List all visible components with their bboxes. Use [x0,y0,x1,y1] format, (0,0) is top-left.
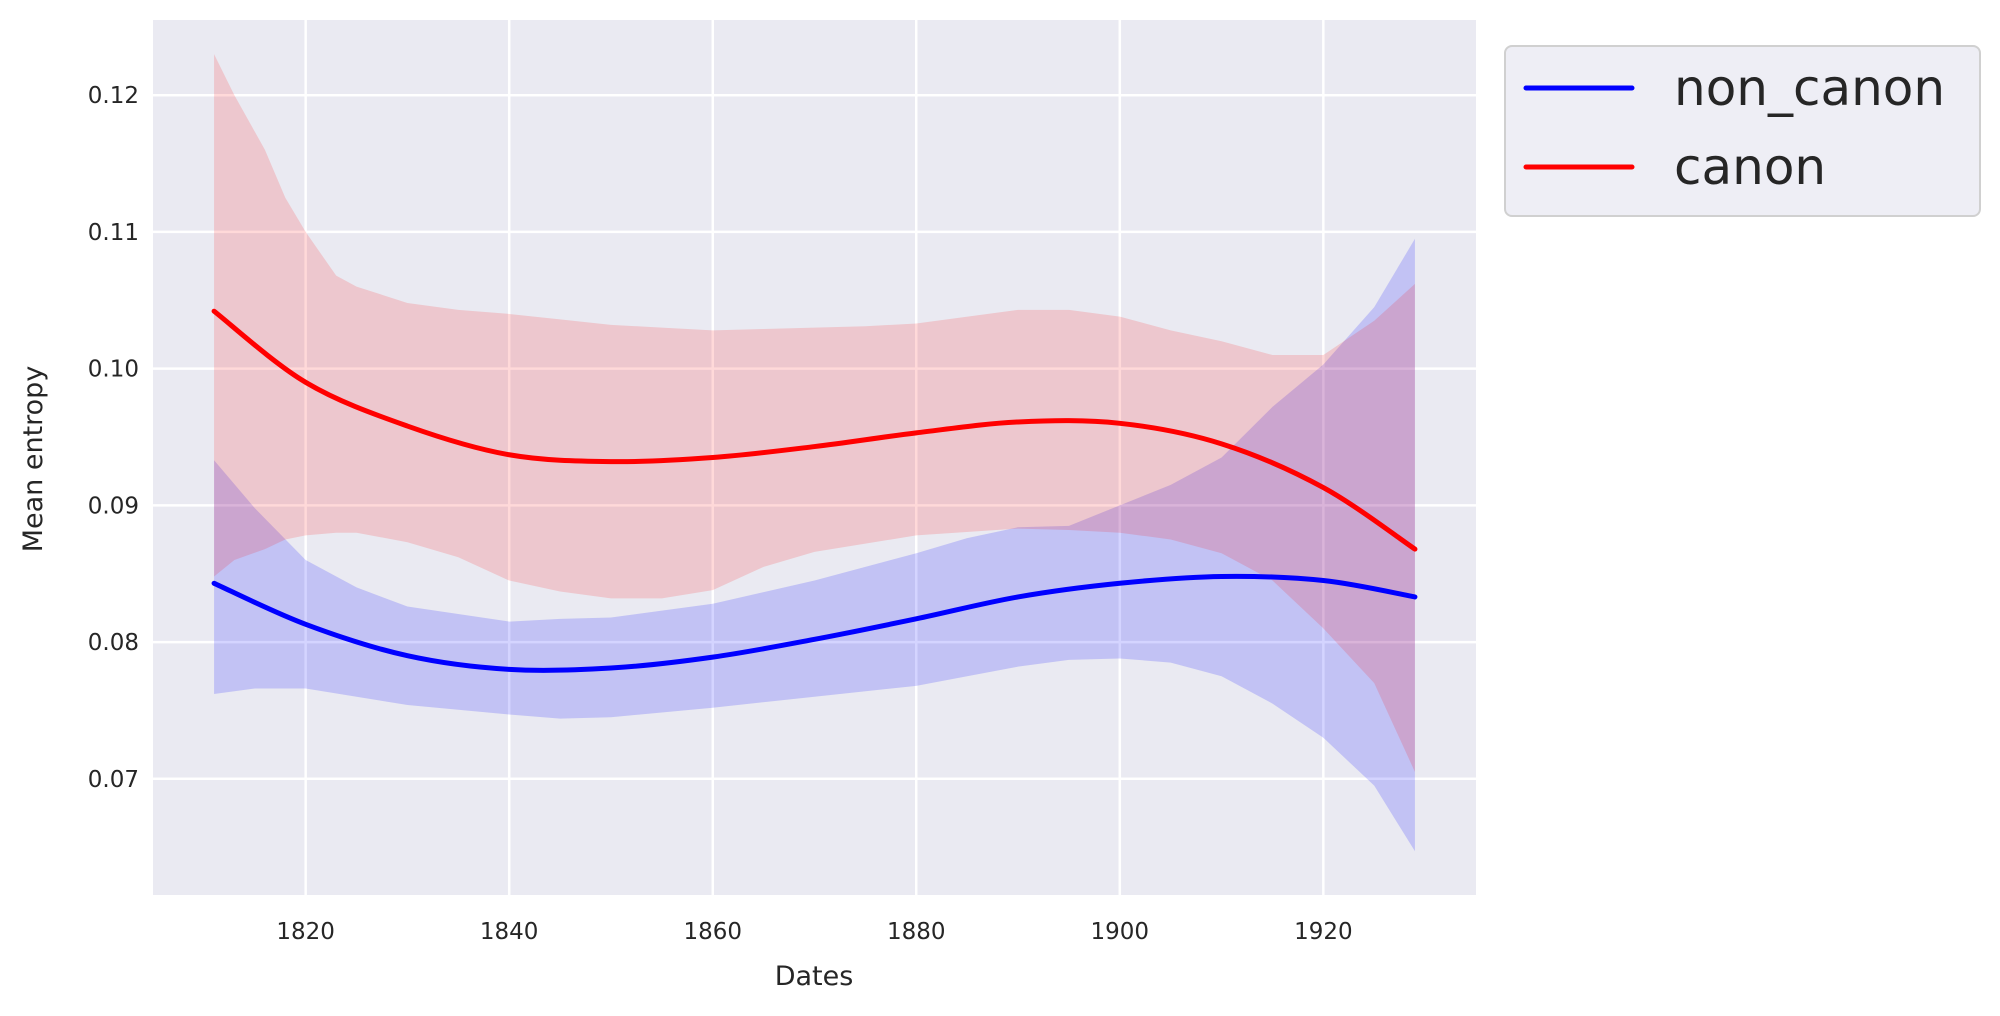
x-tick-label: 1880 [887,919,946,945]
y-tick-label: 0.10 [88,357,139,383]
confidence-band-non-canon [214,238,1415,852]
legend-label-non-canon: non_canon [1674,59,1945,117]
series-lines [211,308,1418,673]
confidence-bands [214,54,1415,852]
y-tick-labels: 0.07 0.08 0.09 0.10 0.11 0.12 [88,83,139,793]
y-tick-label: 0.08 [88,630,139,656]
y-axis-label: Mean entropy [18,366,49,553]
y-tick-label: 0.09 [88,493,139,519]
x-tick-label: 1900 [1091,919,1150,945]
x-tick-label: 1920 [1294,919,1353,945]
y-tick-label: 0.12 [88,83,139,109]
legend-label-canon: canon [1674,138,1826,196]
y-tick-label: 0.11 [88,220,139,246]
legend: non_canon canon [1504,45,1981,217]
x-tick-label: 1840 [480,919,539,945]
series-line-canon [211,308,1418,552]
series-line-non-canon [211,573,1418,673]
x-tick-labels: 1820 1840 1860 1880 1900 1920 [276,919,1352,945]
confidence-band-canon [214,54,1415,772]
x-tick-label: 1860 [683,919,742,945]
x-tick-label: 1820 [276,919,335,945]
x-axis-label: Dates [775,961,854,992]
y-tick-label: 0.07 [88,767,139,793]
